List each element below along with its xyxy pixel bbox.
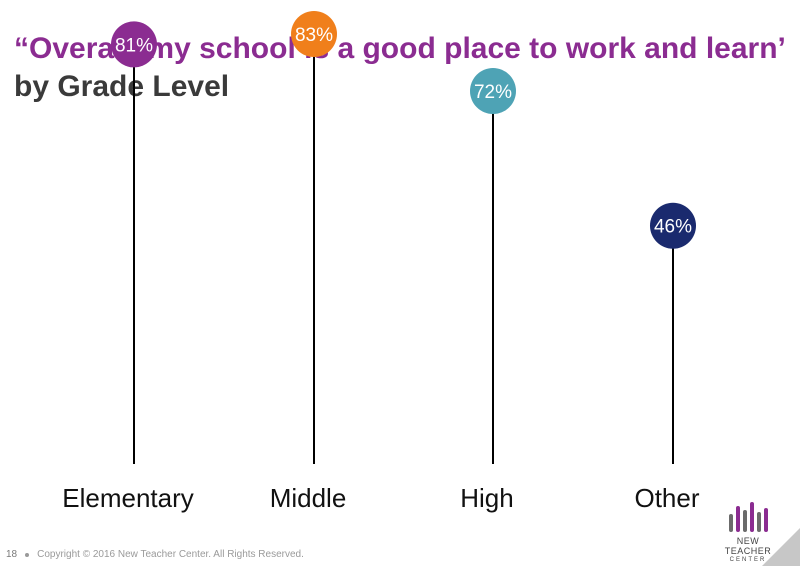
- slide-title-suffix: by Grade Level: [14, 70, 230, 103]
- new-teacher-center-logo: NEW TEACHER CENTER: [716, 500, 780, 564]
- logo-line-2: CENTER: [729, 557, 767, 563]
- logo-figure-icon: [735, 506, 740, 532]
- data-label-high: 72%: [474, 82, 512, 103]
- point-other: [650, 202, 696, 249]
- footer: 18 Copyright © 2016 New Teacher Center. …: [6, 549, 304, 560]
- data-label-middle: 83%: [295, 25, 333, 46]
- point-elementary: [111, 21, 157, 68]
- footer-bullet-icon: [25, 552, 30, 557]
- data-label-elementary: 81%: [115, 35, 153, 56]
- logo-figure-icon: [763, 508, 768, 532]
- logo-figure-icon: [749, 502, 754, 532]
- logo-line-1: NEW TEACHER: [724, 536, 772, 556]
- point-middle: [291, 11, 337, 58]
- category-label-other: Other: [634, 483, 699, 513]
- logo-figures-icon: [716, 500, 780, 532]
- corner-triangle: [762, 528, 800, 566]
- category-label-elementary: Elementary: [62, 483, 194, 513]
- page-number: 18: [6, 549, 18, 560]
- category-label-high: High: [460, 483, 513, 513]
- copyright-text: Copyright © 2016 New Teacher Center. All…: [37, 549, 304, 560]
- data-label-other: 46%: [654, 217, 692, 238]
- category-label-middle: Middle: [270, 483, 347, 513]
- logo-figure-icon: [728, 514, 733, 532]
- logo-figure-icon: [742, 510, 747, 532]
- point-high: [470, 68, 516, 115]
- logo-figure-icon: [756, 512, 761, 532]
